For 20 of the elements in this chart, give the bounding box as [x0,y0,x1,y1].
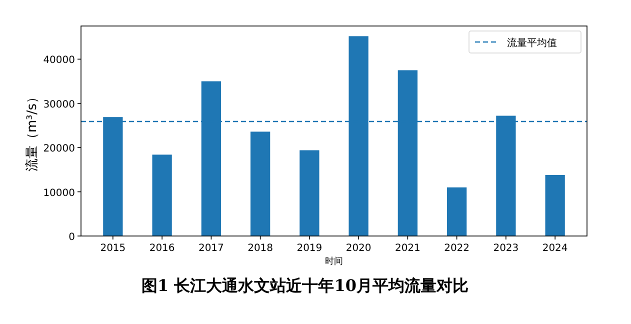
y-tick-label: 10000 [43,188,75,199]
x-axis-title: 时间 [325,256,343,267]
x-tick-label: 2015 [100,243,126,254]
x-tick-label: 2020 [346,243,372,254]
x-tick-label: 2017 [198,243,224,254]
y-axis-title: 流量（m³/s） [24,90,40,172]
x-tick-label: 2021 [394,243,420,254]
text: 图1 长江大通水文站近十年10月平均流量对比 [142,276,468,295]
legend-label: 流量平均值 [507,37,557,49]
y-tick-label: 0 [68,232,75,243]
x-tick-label: 2016 [149,243,175,254]
legend: 流量平均值 [468,30,582,54]
x-tick-label: 2019 [296,243,322,254]
x-tick-label: 2018 [248,243,274,254]
x-tick-label: 2022 [444,243,470,254]
x-tick-label: 2023 [493,243,519,254]
y-tick-label: 20000 [43,144,75,155]
y-tick-label: 30000 [43,99,75,110]
y-tick-label: 40000 [43,55,75,66]
x-tick-label: 2024 [542,243,568,254]
